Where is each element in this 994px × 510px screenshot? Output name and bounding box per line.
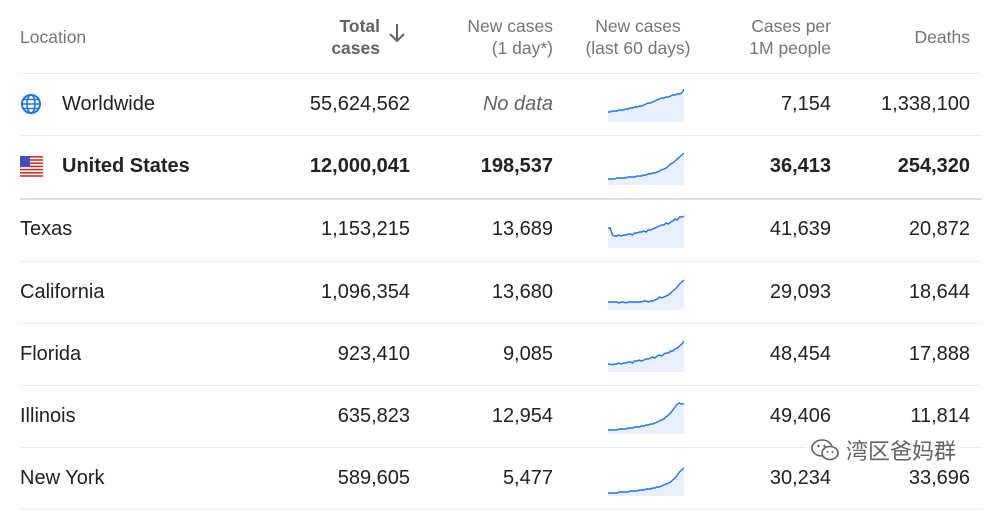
table-row[interactable]: Florida 923,410 9,085 48,454 17,888 [20,323,982,386]
cases-per-million-cell: 49,406 [769,404,831,427]
deaths-cell: 1,338,100 [881,92,970,115]
sparkline-cell [608,73,684,135]
total-cases-cell: 1,153,215 [321,218,410,240]
sparkline-cell [608,323,684,385]
sparkline-line [608,402,684,431]
total-cases-cell: 635,823 [337,404,410,427]
location-name: United States [62,155,190,177]
deaths-cell: 17,888 [908,342,970,365]
total-cases-cell: 589,605 [337,466,410,489]
new-cases-cell: 198,537 [480,155,553,177]
column-header-location[interactable]: Location [20,26,87,47]
sparkline-line [608,88,684,113]
deaths-cell: 20,872 [908,218,970,240]
total-cases-cell: 1,096,354 [321,280,410,303]
column-header-deaths[interactable]: Deaths [914,26,970,47]
location-cell[interactable]: Illinois [20,385,76,447]
location-cell[interactable]: California [20,261,104,323]
sparkline-cell [608,135,684,198]
table-row[interactable]: Illinois 635,823 12,954 49,406 11,814 [20,385,982,448]
total-cases-cell: 55,624,562 [309,92,410,115]
table-row[interactable]: United States 12,000,041 198,537 36,413 254,… [20,135,982,200]
sparkline-line [608,340,684,366]
trend-sparkline [608,402,684,434]
sparkline-cell [608,447,684,509]
cases-per-million-cell: 36,413 [769,155,831,177]
new-cases-cell: 9,085 [502,342,553,365]
sparkline-area [608,341,684,372]
total-cases-cell: 923,410 [337,342,410,365]
location-name: New York [20,466,105,489]
cases-per-million-cell: 29,093 [769,280,831,303]
trend-sparkline [608,340,684,372]
table-header: Location Total cases New cases (1 day*) Ne… [20,0,982,74]
total-cases-cell: 12,000,041 [309,155,410,177]
sparkline-cell [608,261,684,323]
location-name: Florida [20,342,82,365]
sparkline-area [608,280,684,310]
location-name: Worldwide [62,92,155,115]
globe-icon [21,94,41,114]
cases-per-million-cell: 30,234 [769,466,831,489]
trend-sparkline [608,467,684,496]
new-cases-cell: 12,954 [491,404,553,427]
location-name: Illinois [20,404,76,427]
column-header-new-cases[interactable]: New cases (1 day*) [467,15,553,58]
sparkline-cell [608,385,684,447]
column-header-cases-per-million[interactable]: Cases per 1M people [749,15,831,58]
location-name: Texas [20,218,73,240]
deaths-cell: 18,644 [908,280,970,303]
new-cases-cell: 13,689 [491,218,553,240]
new-cases-cell: 13,680 [491,280,553,303]
sort-descending-icon[interactable] [387,22,407,44]
trend-sparkline [608,279,684,310]
sparkline-line [608,279,684,304]
cases-per-million-cell: 48,454 [769,342,831,365]
sparkline-cell [608,198,684,261]
deaths-cell: 11,814 [910,404,970,427]
new-cases-cell: No data [482,92,553,115]
column-header-total-cases[interactable]: Total cases [331,15,380,58]
wechat-icon [811,439,839,461]
table-row[interactable]: Worldwide 55,624,562 No data 7,154 1,338,100 [20,73,982,136]
location-name: California [20,280,105,303]
cases-per-million-cell: 41,639 [769,218,831,240]
location-cell[interactable]: Florida [20,323,81,385]
trend-sparkline [608,151,684,185]
trend-sparkline [608,88,684,122]
sparkline-area [608,89,684,122]
new-cases-cell: 5,477 [502,466,553,489]
watermark: 湾区爸妈群 [806,430,961,470]
deaths-cell: 33,696 [908,466,970,489]
column-header-trend: New cases (last 60 days) [585,15,691,58]
us-flag-icon [20,155,43,178]
location-cell[interactable]: Worldwide [20,73,155,135]
watermark-text: 湾区爸妈群 [846,440,957,465]
table-row[interactable]: California 1,096,354 13,680 29,093 18,644 [20,261,982,324]
cases-per-million-cell: 7,154 [780,92,831,115]
sparkline-line [608,467,684,494]
trend-sparkline [608,214,684,248]
deaths-cell: 254,320 [897,155,970,177]
location-cell[interactable]: United States [20,135,190,198]
sparkline-area [608,468,684,496]
location-cell[interactable]: New York [20,447,105,509]
table-row[interactable]: Texas 1,153,215 13,689 41,639 20,872 [20,198,982,262]
sparkline-area [608,152,684,185]
sparkline-line [608,151,684,180]
location-cell[interactable]: Texas [20,198,72,261]
sparkline-line [608,214,684,237]
sparkline-area [608,403,684,434]
